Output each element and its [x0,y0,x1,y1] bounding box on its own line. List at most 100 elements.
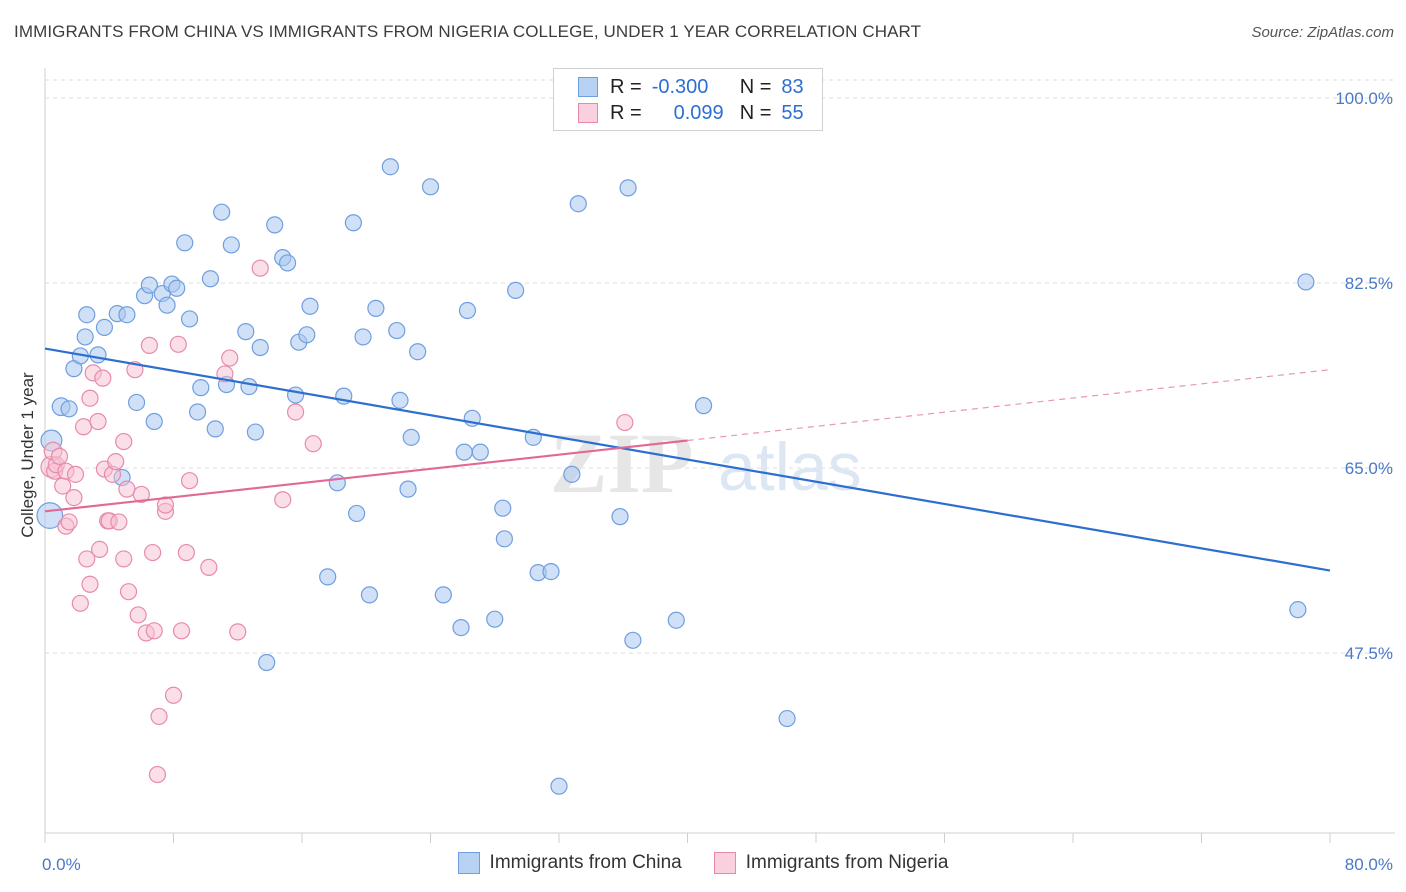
china-point [301,297,319,315]
trend-lines [44,347,1331,572]
nigeria-point [172,622,191,640]
watermark-atlas: atlas [718,429,862,505]
nigeria-point [229,623,247,641]
china-point [550,777,568,795]
legend-row-china: R = -0.300 N = 83 [578,75,804,99]
x-tick-label: 0.0% [42,855,81,874]
china-point [569,195,587,213]
china-n-label: N = [739,75,772,98]
china-point [455,443,473,461]
china-point [458,301,477,320]
china-trend-line [44,347,1331,572]
china-point [367,299,385,317]
nigeria-r-label: R = [610,101,642,124]
tick-labels: 47.5% 65.0% 82.5% 100.0% 0.0% 80.0% [42,89,1393,874]
china-point [563,465,581,483]
nigeria-point [145,622,163,640]
china-point [381,158,399,176]
nigeria-point [132,485,150,504]
china-point [145,412,163,431]
china-point [158,296,176,314]
nigeria-point [81,389,99,407]
nigeria-point [71,594,89,612]
china-r-value: -0.300 [651,75,709,98]
china-point [192,379,210,397]
china-point [495,530,513,548]
y-tick-label: 47.5% [1345,644,1393,663]
chart-source: Source: ZipAtlas.com [1251,24,1394,41]
china-point [168,279,186,297]
china-point [421,178,440,196]
nigeria-swatch [578,103,598,123]
nigeria-r-value: 0.099 [673,101,724,124]
nigeria-legend-swatch [713,852,736,874]
chart-title: IMMIGRANTS FROM CHINA VS IMMIGRANTS FROM… [14,22,922,41]
nigeria-point [74,418,93,436]
nigeria-point [274,491,292,509]
china-point [240,378,258,396]
nigeria-point [94,369,112,387]
china-point [127,393,146,412]
china-point [391,391,409,409]
china-point [180,310,199,328]
nigeria-point [89,412,107,431]
china-point [140,276,159,294]
china-point [76,328,94,346]
china-point [118,306,136,324]
china-point [286,386,305,404]
legend-item-china[interactable]: Immigrants from China [457,852,682,874]
nigeria-point [60,513,78,531]
watermark: ZIP atlas [550,415,862,511]
china-point [399,480,417,498]
china-point [611,508,629,526]
nigeria-trend-extension [687,369,1331,442]
nigeria-point [78,550,96,568]
china-point [95,318,114,336]
china-point [486,610,504,628]
nigeria-point [200,558,218,576]
china-point [278,254,297,272]
china-point [354,328,372,346]
china-point [694,397,713,415]
china-point [213,203,231,221]
china-point [471,443,489,461]
china-point [507,281,525,299]
china-point [624,631,642,649]
nigeria-point [164,686,183,704]
nigeria-point [50,447,69,465]
nigeria-point [81,575,99,593]
china-point [78,306,96,324]
nigeria-point [304,435,322,453]
china-point [619,179,637,197]
nigeria-point [129,606,147,624]
china-swatch [578,77,598,97]
x-tick-label: 80.0% [1345,855,1393,874]
grid-lines [45,79,1395,654]
nigeria-point [115,550,133,568]
china-point [409,343,427,361]
nigeria-point [115,432,133,451]
y-tick-label: 100.0% [1335,89,1393,108]
nigeria-point [616,413,634,432]
nigeria-n-label: N = [739,101,772,124]
china-point [201,270,220,288]
nigeria-point [119,583,138,601]
china-point [222,236,240,254]
china-point [452,619,470,637]
china-point [298,326,316,344]
china-point [266,216,284,234]
china-point [89,346,107,364]
china-n-value: 83 [781,75,804,98]
nigeria-legend-label: Immigrants from Nigeria [745,852,949,873]
legend-item-nigeria[interactable]: Immigrants from Nigeria [713,852,949,874]
correlation-legend: R = -0.300 N = 83 R = 0.099 N = 55 [553,68,823,131]
china-point [542,562,560,581]
china-point [360,586,379,604]
china-point [388,321,406,340]
nigeria-point [110,513,128,531]
nigeria-point [118,480,136,498]
nigeria-point [148,765,167,784]
nigeria-point [140,336,159,354]
nigeria-point [251,259,269,277]
